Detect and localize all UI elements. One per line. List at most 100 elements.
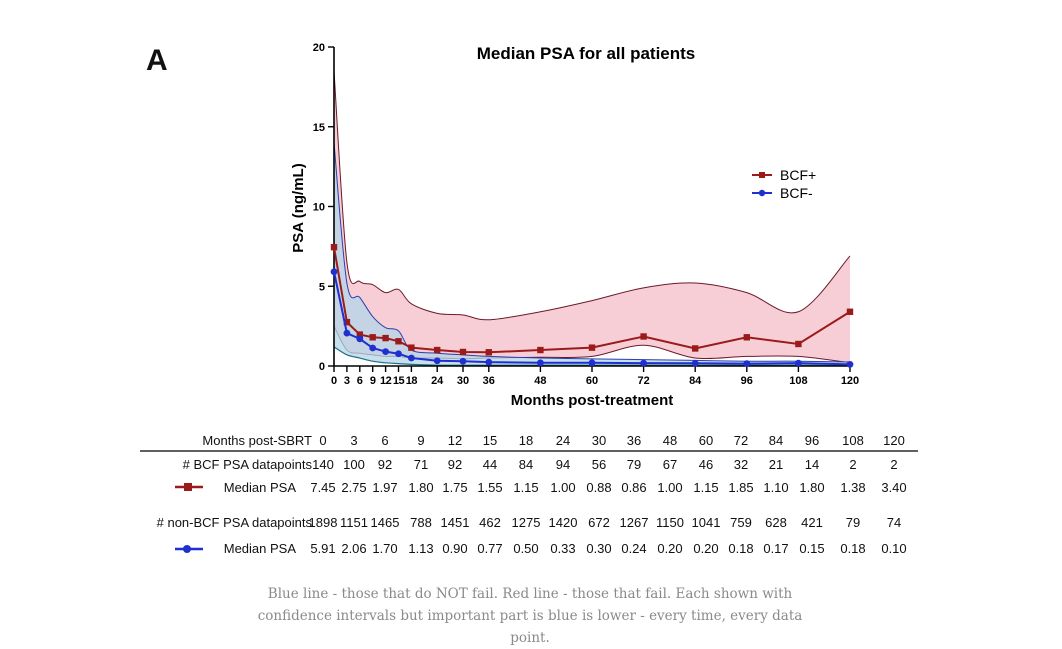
nonbcf-datapoints-cell: 79 [846,515,860,530]
nonbcf-datapoints-cell: 1898 [309,515,338,530]
nonbcf-median-cell: 1.70 [372,541,397,556]
bcf-median-cell: 1.00 [657,480,682,495]
legend-bcf-minus-marker [758,189,766,197]
nonbcf-median-cell: 5.91 [310,541,335,556]
nonbcf-median-cell: 0.15 [799,541,824,556]
bcf-plus-point [743,334,750,341]
y-tick-label: 20 [313,42,325,54]
bcf-plus-point [382,334,389,342]
nonbcf-median-cell: 0.24 [621,541,646,556]
bcf-plus-point [485,349,492,356]
bcf-minus-point [640,359,647,367]
bcf-median-cell: 1.10 [763,480,788,495]
bcf-datapoints-cell: 32 [734,457,748,472]
nonbcf-datapoints-label: # non-BCF PSA datapoints [157,515,313,530]
y-tick-label: 0 [319,361,325,373]
nonbcf-median-cell: 0.77 [477,541,502,556]
nonbcf-median-cell: 0.18 [728,541,753,556]
bcf-datapoints-cell: 67 [663,457,677,472]
x-tick-label: 84 [689,375,702,387]
bcf-plus-point [795,340,802,348]
x-tick-label: 72 [637,375,649,387]
bcf-minus-point [395,350,402,358]
bcf-plus-point [356,331,363,338]
table-month-cell: 12 [448,433,462,448]
bcf-minus-point [691,359,699,367]
bcf-datapoints-cell: 140 [312,457,334,472]
x-tick-label: 3 [344,375,350,387]
bcf-median-legend-marker [184,483,192,491]
x-tick-label: 9 [370,375,376,387]
table-month-cell: 9 [417,433,424,448]
nonbcf-datapoints-cell: 1150 [656,515,684,530]
bcf-median-cell: 0.88 [586,480,611,495]
table-month-cell: 24 [556,433,570,448]
panel-label: A [146,44,168,77]
table-month-cell: 6 [381,433,388,448]
bcf-datapoints-cell: 71 [414,457,428,472]
nonbcf-median-cell: 1.13 [408,541,433,556]
nonbcf-datapoints-cell: 1465 [371,515,400,530]
legend: BCF+ BCF- [752,167,816,201]
bcf-plus-point [434,346,441,354]
x-tick-label: 108 [789,375,807,387]
nonbcf-datapoints-cell: 462 [479,515,501,530]
nonbcf-median-cell: 0.10 [881,541,906,556]
chart-title: Median PSA for all patients [477,44,696,63]
x-tick-label: 24 [431,375,444,387]
table-month-cell: 120 [883,433,905,448]
bcf-plus-point [692,345,699,352]
bcf-datapoints-cell: 79 [627,457,641,472]
bcf-minus-point [846,361,854,368]
x-tick-label: 18 [406,375,418,387]
figure-caption: Blue line - those that do NOT fail. Red … [257,586,803,646]
nonbcf-median-cell: 0.17 [763,541,788,556]
nonbcf-datapoints-cell: 788 [410,515,432,530]
bcf-minus-point [369,344,377,352]
bcf-plus-point [846,308,854,315]
nonbcf-median-cell: 0.18 [840,541,865,556]
x-tick-label: 0 [331,375,337,387]
bcf-median-cell: 1.55 [477,480,502,495]
bcf-median-cell: 1.15 [693,480,718,495]
table-month-cell: 18 [519,433,533,448]
x-tick-label: 6 [357,375,363,387]
y-tick-label: 15 [313,122,325,134]
bcf-minus-point [795,359,802,367]
bcf-median-cell: 1.15 [513,480,538,495]
bcf-plus-point [459,348,467,356]
bcf-minus-point [408,354,415,362]
nonbcf-datapoints-cell: 421 [801,515,823,530]
bcf-plus-point [588,344,596,351]
bcf-datapoints-cell: 100 [343,457,365,472]
nonbcf-datapoints-cell: 1267 [620,515,649,530]
bcf-datapoints-label: # BCF PSA datapoints [183,457,313,472]
nonbcf-median-cell: 0.33 [550,541,575,556]
bcf-minus-point [330,268,338,276]
bcf-minus-point [537,359,544,367]
bcf-plus-ci-upper [333,70,851,321]
bcf-plus-point [640,333,647,340]
bcf-plus-point [537,346,544,354]
legend-bcf-plus-marker [759,172,765,178]
bcf-datapoints-cell: 14 [805,457,819,472]
table-month-cell: 84 [769,433,783,448]
nonbcf-datapoints-cell: 74 [887,515,901,530]
y-tick-label: 10 [313,202,325,214]
bcf-minus-point [433,357,441,365]
legend-bcf-plus-label: BCF+ [780,167,816,183]
table-month-cell: 96 [805,433,819,448]
nonbcf-median-cell: 2.06 [341,541,366,556]
bcf-minus-point [459,357,467,365]
bcf-median-cell: 1.80 [799,480,824,495]
bcf-datapoints-cell: 46 [699,457,713,472]
bcf-plus-ci-band [334,70,850,363]
bcf-datapoints-cell: 2 [849,457,856,472]
bcf-median-cell: 0.86 [621,480,646,495]
bcf-minus-ci-band [334,142,850,366]
bcf-datapoints-cell: 21 [769,457,783,472]
bcf-minus-point [356,335,364,343]
nonbcf-datapoints-cell: 759 [730,515,752,530]
bcf-median-cell: 1.80 [408,480,433,495]
